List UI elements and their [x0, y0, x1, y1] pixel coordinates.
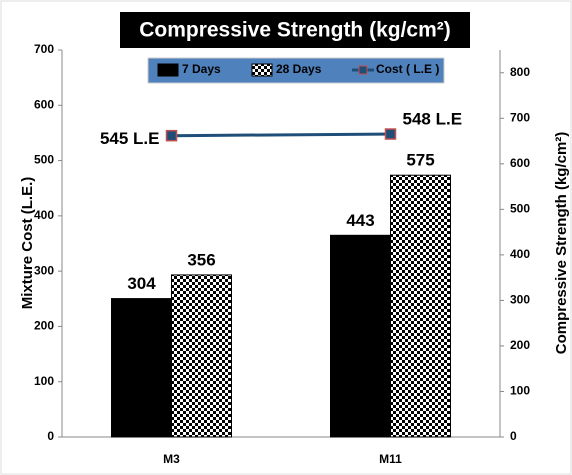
chart-title: Compressive Strength (kg/cm²): [139, 19, 451, 42]
bar-value-label: 443: [346, 211, 374, 230]
legend-swatch: [157, 63, 179, 77]
y2-tick-label: 700: [510, 110, 530, 124]
cost-value-label: 548 L.E: [403, 110, 463, 129]
legend-box: [147, 57, 445, 84]
y2-tick-label: 100: [510, 384, 530, 398]
legend-swatch: [358, 65, 368, 75]
cost-line: [171, 132, 391, 138]
cost-value-label: 545 L.E: [100, 129, 160, 148]
legend-label: 7 Days: [182, 62, 221, 76]
bar-value-label: 356: [187, 250, 215, 269]
y-tick-label: 300: [34, 263, 54, 277]
bar-value-label: 304: [127, 274, 156, 293]
y2-tick-label: 800: [510, 65, 530, 79]
y2-tick-label: 400: [510, 247, 530, 261]
y-tick-label: 600: [34, 97, 54, 111]
y-tick-label: 100: [34, 374, 54, 388]
y2-tick-label: 600: [510, 156, 530, 170]
bar-value-label: 575: [406, 151, 434, 170]
y-tick-label: 700: [34, 42, 54, 56]
bar: [330, 234, 391, 438]
cost-marker: [384, 128, 397, 140]
y2-tick-label: 0: [510, 429, 517, 443]
y2-tick-label: 200: [510, 338, 530, 352]
legend-label: Cost ( L.E ): [376, 62, 439, 76]
bar: [111, 298, 172, 438]
y-tick-label: 400: [34, 208, 54, 222]
y2-tick-label: 500: [510, 202, 530, 216]
y-tick-label: 500: [34, 153, 54, 167]
bar: [171, 274, 232, 438]
legend-label: 28 Days: [276, 62, 322, 76]
y-tick-label: 200: [34, 319, 54, 333]
y2-tick-label: 300: [510, 293, 530, 307]
x-tick-label: M3: [163, 452, 180, 466]
y-axis-label: Mixture Cost (L.E.): [19, 177, 36, 310]
title-box: [120, 12, 470, 48]
y2-axis-label: Compressive Strength (kg/cm²): [553, 132, 570, 355]
bar: [390, 174, 451, 438]
y-tick-label: 0: [47, 429, 54, 443]
legend-swatch: [251, 63, 273, 77]
cost-marker: [165, 129, 178, 142]
x-tick-label: M11: [379, 452, 402, 466]
